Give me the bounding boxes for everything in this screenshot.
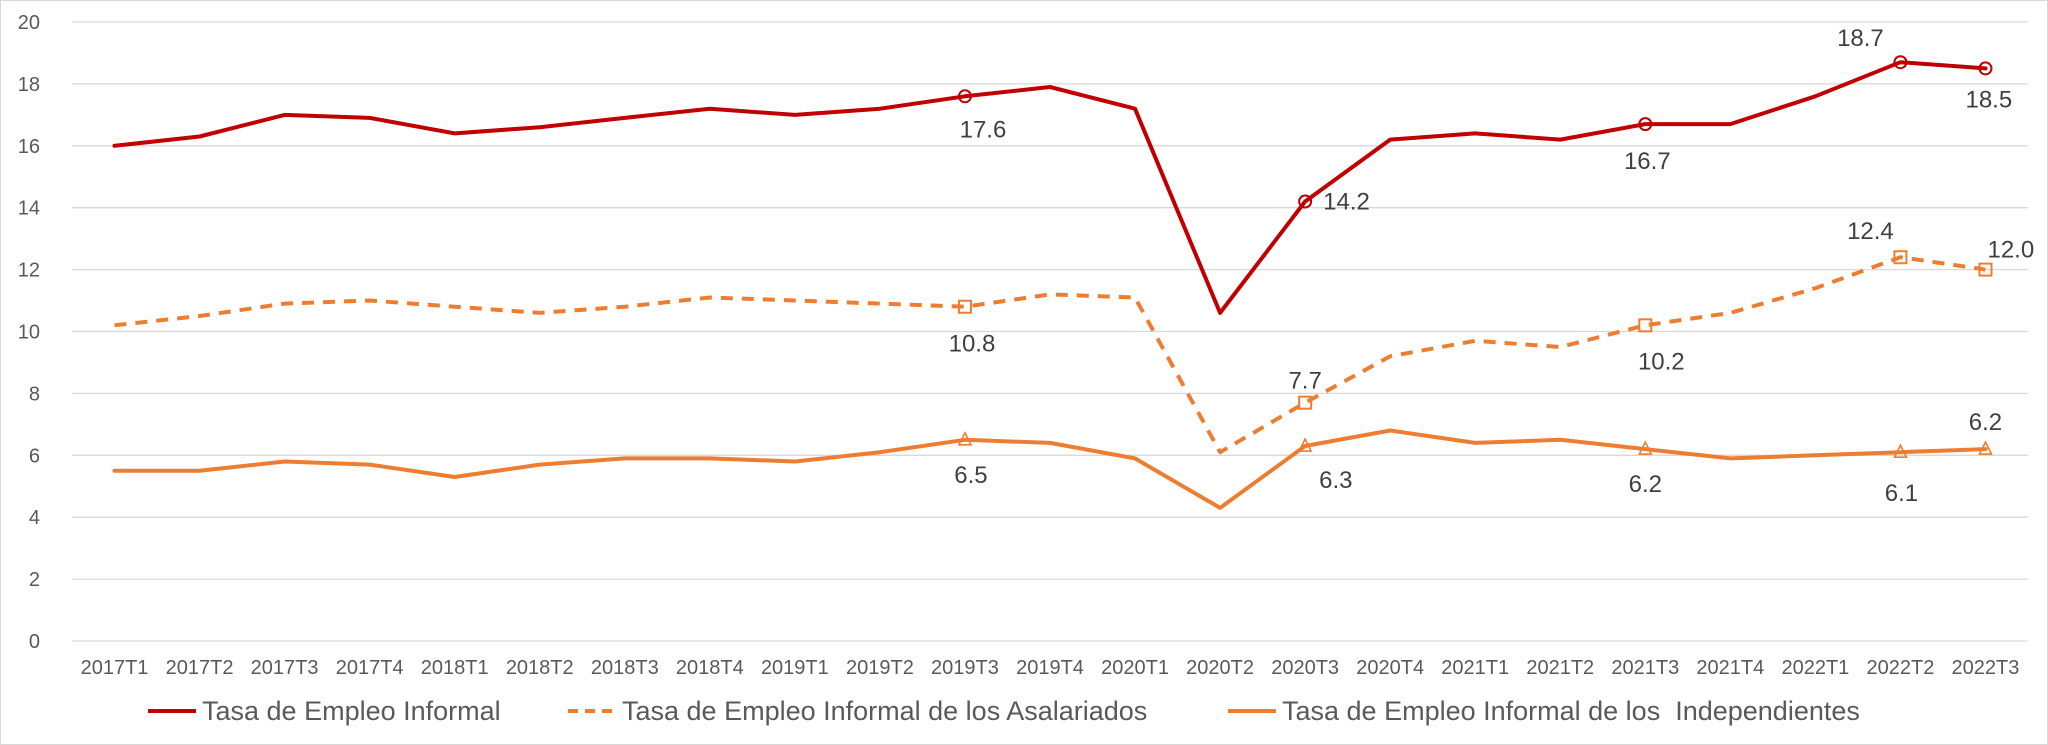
- data-label: 12.0: [1987, 237, 2034, 264]
- data-label: 6.5: [954, 462, 987, 489]
- y-tick-label: 16: [18, 136, 40, 158]
- x-tick-label: 2017T4: [336, 657, 404, 679]
- x-tick-label: 2017T2: [166, 657, 234, 679]
- y-tick-label: 18: [18, 74, 40, 96]
- y-tick-label: 6: [29, 445, 40, 467]
- y-axis-ticks: 0 2 4 6 8 10 12 14 16 18 20: [18, 12, 40, 653]
- data-label: 16.7: [1624, 148, 1671, 175]
- data-marker: [1298, 194, 1313, 209]
- data-label: 18.7: [1837, 25, 1884, 52]
- data-marker: [1978, 262, 1993, 277]
- data-label: 6.2: [1969, 409, 2002, 436]
- y-tick-label: 2: [29, 569, 40, 591]
- data-marker: [1638, 318, 1653, 333]
- x-tick-label: 2019T1: [761, 657, 829, 679]
- legend-label: Tasa de Empleo Informal: [202, 696, 501, 726]
- gridlines: [72, 21, 2028, 642]
- x-tick-label: 2022T2: [1867, 657, 1935, 679]
- x-axis-ticks: 2017T1 2017T2 2017T3 2017T4 2018T1 2018T2 2018…: [81, 657, 2020, 679]
- x-tick-label: 2020T4: [1356, 657, 1424, 679]
- x-tick-label: 2018T4: [676, 657, 744, 679]
- x-tick-label: 2019T3: [931, 657, 999, 679]
- x-tick-label: 2021T2: [1526, 657, 1594, 679]
- data-label: 6.3: [1319, 467, 1352, 494]
- data-marker: [957, 299, 972, 314]
- data-label: 10.2: [1638, 348, 1685, 375]
- series-line: [114, 255, 1986, 455]
- series-line: [112, 60, 1988, 315]
- y-tick-label: 12: [18, 260, 40, 282]
- x-tick-label: 2017T1: [81, 657, 149, 679]
- x-tick-label: 2018T3: [591, 657, 659, 679]
- data-label: 17.6: [960, 116, 1007, 143]
- y-tick-label: 0: [29, 631, 40, 653]
- x-tick-label: 2018T1: [421, 657, 489, 679]
- data-marker: [1638, 117, 1653, 132]
- data-label: 7.7: [1288, 368, 1321, 395]
- data-marker: [957, 89, 972, 104]
- data-label: 12.4: [1847, 218, 1894, 245]
- data-labels: 17.6 14.2 16.7 18.7 18.5 10.8 7.7 10.2 12.4 12.0 6…: [949, 25, 2035, 507]
- x-tick-label: 2022T3: [1952, 657, 2020, 679]
- data-marker: [1893, 55, 1908, 70]
- data-label: 18.5: [1965, 86, 2012, 113]
- x-tick-label: 2022T1: [1781, 657, 1849, 679]
- data-marker: [1978, 440, 1993, 455]
- legend-label: Tasa de Empleo Informal de los Asalariad…: [622, 696, 1147, 726]
- data-markers: [957, 55, 1993, 459]
- x-tick-label: 2018T2: [506, 657, 574, 679]
- data-marker: [1893, 250, 1908, 265]
- x-tick-label: 2021T4: [1696, 657, 1764, 679]
- series-lines: [112, 60, 1988, 510]
- y-tick-label: 20: [18, 12, 40, 34]
- data-label: 6.2: [1629, 471, 1662, 498]
- data-marker: [1298, 395, 1313, 410]
- data-label: 10.8: [949, 331, 996, 358]
- data-marker: [1893, 443, 1908, 459]
- y-tick-label: 14: [18, 198, 40, 220]
- x-tick-label: 2021T1: [1441, 657, 1509, 679]
- x-tick-label: 2021T3: [1611, 657, 1679, 679]
- series-line: [112, 428, 1988, 510]
- x-tick-label: 2020T1: [1101, 657, 1169, 679]
- y-tick-label: 8: [29, 383, 40, 405]
- x-tick-label: 2020T3: [1271, 657, 1339, 679]
- x-tick-label: 2019T4: [1016, 657, 1084, 679]
- data-marker: [957, 431, 973, 446]
- legend: Tasa de Empleo Informal Tasa de Empleo In…: [148, 696, 1860, 726]
- data-marker: [1978, 61, 1993, 76]
- y-tick-label: 10: [18, 322, 40, 344]
- x-tick-label: 2017T3: [251, 657, 319, 679]
- x-tick-label: 2019T2: [846, 657, 914, 679]
- data-marker: [1297, 437, 1313, 452]
- data-label: 6.1: [1885, 480, 1918, 507]
- legend-label: Tasa de Empleo Informal de los Independi…: [1282, 696, 1860, 726]
- data-marker: [1638, 440, 1653, 455]
- x-tick-label: 2020T2: [1186, 657, 1254, 679]
- data-label: 14.2: [1323, 189, 1370, 216]
- y-tick-label: 4: [29, 507, 40, 529]
